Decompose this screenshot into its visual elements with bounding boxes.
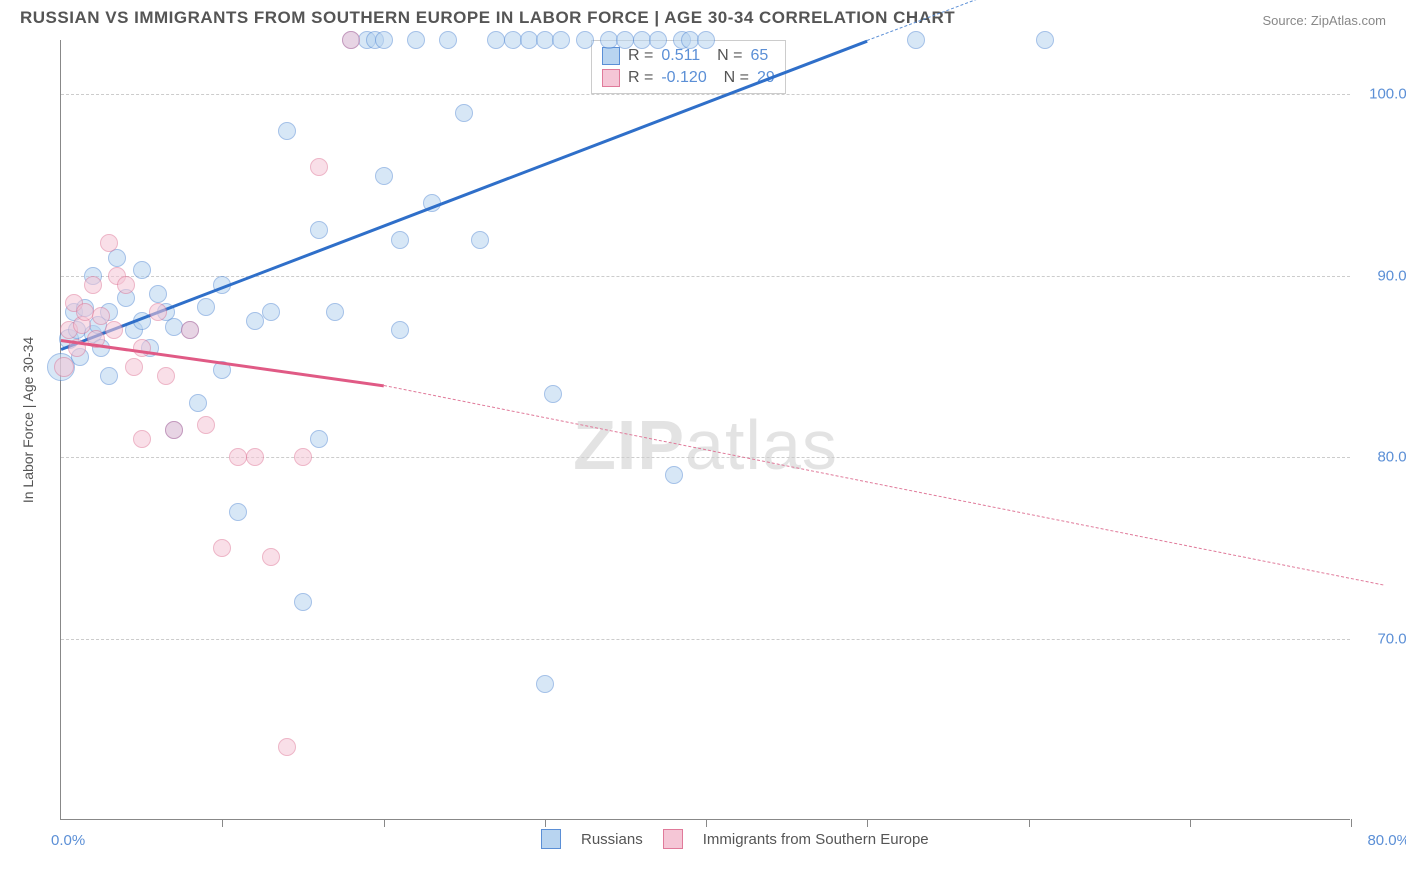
stats-label: N = xyxy=(708,47,742,65)
data-point xyxy=(76,303,94,321)
data-point xyxy=(165,421,183,439)
x-tick xyxy=(706,819,707,827)
data-point xyxy=(165,318,183,336)
data-point xyxy=(907,31,925,49)
stats-label: N = xyxy=(715,69,749,87)
legend-swatch xyxy=(602,47,620,65)
data-point xyxy=(536,675,554,693)
data-point xyxy=(149,303,167,321)
data-point xyxy=(84,276,102,294)
stats-r-value: -0.120 xyxy=(661,69,706,87)
x-tick xyxy=(1351,819,1352,827)
data-point xyxy=(294,448,312,466)
data-point xyxy=(125,358,143,376)
x-tick xyxy=(222,819,223,827)
data-point xyxy=(189,394,207,412)
data-point xyxy=(697,31,715,49)
source-label: Source: ZipAtlas.com xyxy=(1262,13,1386,28)
data-point xyxy=(326,303,344,321)
legend-label: Immigrants from Southern Europe xyxy=(703,831,929,848)
data-point xyxy=(262,303,280,321)
data-point xyxy=(294,593,312,611)
data-point xyxy=(105,321,123,339)
data-point xyxy=(92,307,110,325)
trend-line-dashed xyxy=(383,385,1383,586)
chart-plot-area: ZIPatlas R = 0.511 N = 65R = -0.120 N = … xyxy=(60,40,1350,820)
legend-label: Russians xyxy=(581,831,643,848)
data-point xyxy=(544,385,562,403)
data-point xyxy=(278,738,296,756)
data-point xyxy=(262,548,280,566)
legend-swatch xyxy=(602,69,620,87)
data-point xyxy=(375,31,393,49)
x-axis-max-label: 80.0% xyxy=(1367,832,1406,849)
y-axis-label: In Labor Force | Age 30-34 xyxy=(20,337,36,503)
x-tick xyxy=(1029,819,1030,827)
x-axis-min-label: 0.0% xyxy=(51,832,85,849)
data-point xyxy=(391,231,409,249)
data-point xyxy=(100,367,118,385)
data-point xyxy=(455,104,473,122)
data-point xyxy=(100,234,118,252)
data-point xyxy=(197,416,215,434)
y-tick-label: 70.0% xyxy=(1377,630,1406,647)
data-point xyxy=(1036,31,1054,49)
gridline-h xyxy=(61,94,1350,95)
data-point xyxy=(310,158,328,176)
data-point xyxy=(246,448,264,466)
data-point xyxy=(310,430,328,448)
data-point xyxy=(133,261,151,279)
data-point xyxy=(213,539,231,557)
data-point xyxy=(407,31,425,49)
data-point xyxy=(342,31,360,49)
legend-swatch xyxy=(663,829,683,849)
legend-swatch xyxy=(541,829,561,849)
data-point xyxy=(133,430,151,448)
data-point xyxy=(391,321,409,339)
x-tick xyxy=(384,819,385,827)
data-point xyxy=(197,298,215,316)
data-point xyxy=(157,367,175,385)
x-tick xyxy=(545,819,546,827)
y-tick-label: 100.0% xyxy=(1369,86,1406,103)
data-point xyxy=(665,466,683,484)
data-point xyxy=(117,276,135,294)
data-point xyxy=(471,231,489,249)
data-point xyxy=(439,31,457,49)
data-point xyxy=(310,221,328,239)
watermark: ZIPatlas xyxy=(573,405,838,485)
chart-title: RUSSIAN VS IMMIGRANTS FROM SOUTHERN EURO… xyxy=(20,8,955,28)
y-tick-label: 80.0% xyxy=(1377,449,1406,466)
trend-line xyxy=(61,40,868,351)
data-point xyxy=(576,31,594,49)
data-point xyxy=(278,122,296,140)
data-point xyxy=(649,31,667,49)
stats-n-value: 65 xyxy=(750,47,768,65)
gridline-h xyxy=(61,639,1350,640)
data-point xyxy=(181,321,199,339)
data-point xyxy=(246,312,264,330)
stats-label: R = xyxy=(628,47,653,65)
data-point xyxy=(54,357,74,377)
data-point xyxy=(149,285,167,303)
stats-r-value: 0.511 xyxy=(661,47,700,65)
series-legend: Russians Immigrants from Southern Europe xyxy=(541,829,929,849)
data-point xyxy=(133,339,151,357)
data-point xyxy=(552,31,570,49)
x-tick xyxy=(1190,819,1191,827)
y-tick-label: 90.0% xyxy=(1377,267,1406,284)
data-point xyxy=(375,167,393,185)
stats-label: R = xyxy=(628,69,653,87)
x-tick xyxy=(867,819,868,827)
data-point xyxy=(229,503,247,521)
